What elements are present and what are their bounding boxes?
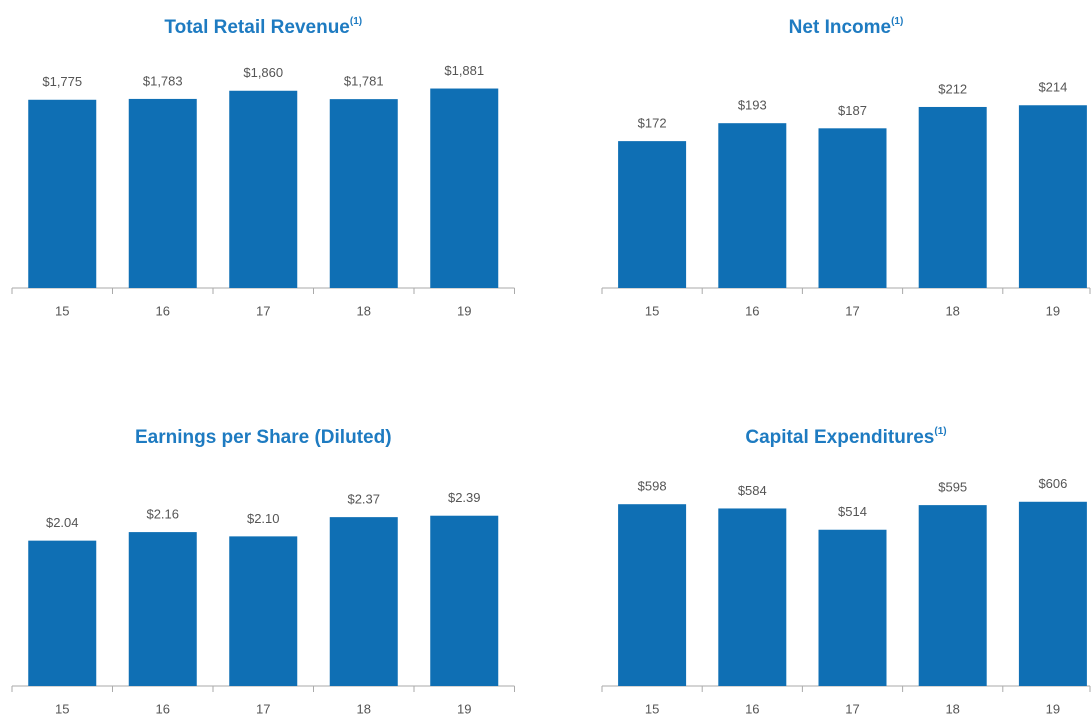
x-tick-label: 18 — [357, 701, 371, 716]
value-label: $1,783 — [143, 73, 183, 88]
value-label: $2.39 — [448, 490, 481, 505]
value-label: $187 — [838, 103, 867, 118]
chart-title-text: Capital Expenditures — [745, 427, 934, 448]
value-label: $2.10 — [247, 511, 280, 526]
x-tick-label: 19 — [457, 701, 471, 716]
bar — [329, 517, 398, 686]
bar — [918, 505, 987, 686]
x-tick-label: 16 — [156, 701, 170, 716]
value-label: $595 — [938, 480, 967, 495]
bar — [430, 515, 499, 686]
x-tick-label: 15 — [645, 303, 659, 318]
chart-title: Total Retail Revenue(1) — [164, 16, 362, 38]
chart-title: Earnings per Share (Diluted) — [135, 427, 392, 448]
chart-title-text: Net Income — [789, 17, 891, 38]
bar — [818, 128, 887, 288]
bar — [430, 88, 499, 288]
bar — [1018, 501, 1087, 686]
bar — [28, 540, 97, 686]
chart-title: Capital Expenditures(1) — [745, 426, 946, 448]
x-tick-label: 15 — [55, 701, 69, 716]
bar — [618, 141, 687, 288]
x-tick-label: 18 — [945, 701, 959, 716]
value-label: $172 — [638, 116, 667, 131]
bar — [718, 508, 787, 686]
bar — [818, 529, 887, 686]
x-tick-label: 18 — [945, 303, 959, 318]
value-label: $1,775 — [42, 74, 82, 89]
bar — [918, 106, 987, 288]
x-tick-label: 17 — [256, 303, 270, 318]
value-label: $2.04 — [46, 515, 79, 530]
chart-title-text: Total Retail Revenue — [164, 17, 349, 38]
chart-title-text: Earnings per Share (Diluted) — [135, 427, 392, 448]
value-label: $514 — [838, 504, 867, 519]
x-tick-label: 15 — [55, 303, 69, 318]
title-note: (1) — [891, 16, 903, 27]
x-tick-label: 17 — [256, 701, 270, 716]
bar — [128, 98, 197, 288]
value-label: $1,781 — [344, 74, 384, 89]
value-label: $584 — [738, 483, 767, 498]
x-tick-label: 15 — [645, 701, 659, 716]
value-label: $598 — [638, 479, 667, 494]
value-label: $212 — [938, 81, 967, 96]
x-tick-label: 18 — [357, 303, 371, 318]
x-tick-label: 19 — [1046, 701, 1060, 716]
x-tick-label: 16 — [156, 303, 170, 318]
bar — [128, 532, 197, 686]
bar — [618, 504, 687, 686]
value-label: $1,860 — [243, 65, 283, 80]
x-tick-label: 19 — [457, 303, 471, 318]
x-tick-label: 17 — [845, 303, 859, 318]
bar — [329, 99, 398, 288]
bar — [229, 536, 298, 686]
x-tick-label: 17 — [845, 701, 859, 716]
value-label: $2.16 — [146, 507, 179, 522]
bar — [28, 99, 97, 288]
chart-title: Net Income(1) — [789, 16, 904, 38]
value-label: $193 — [738, 98, 767, 113]
x-tick-label: 16 — [745, 701, 759, 716]
bar — [229, 90, 298, 289]
x-tick-label: 16 — [745, 303, 759, 318]
bar — [1018, 105, 1087, 289]
value-label: $214 — [1038, 80, 1067, 95]
value-label: $1,881 — [444, 63, 484, 78]
value-label: $2.37 — [347, 492, 380, 507]
bar — [718, 123, 787, 288]
title-note: (1) — [934, 426, 946, 437]
x-tick-label: 19 — [1046, 303, 1060, 318]
title-note: (1) — [350, 16, 362, 27]
value-label: $606 — [1038, 476, 1067, 491]
